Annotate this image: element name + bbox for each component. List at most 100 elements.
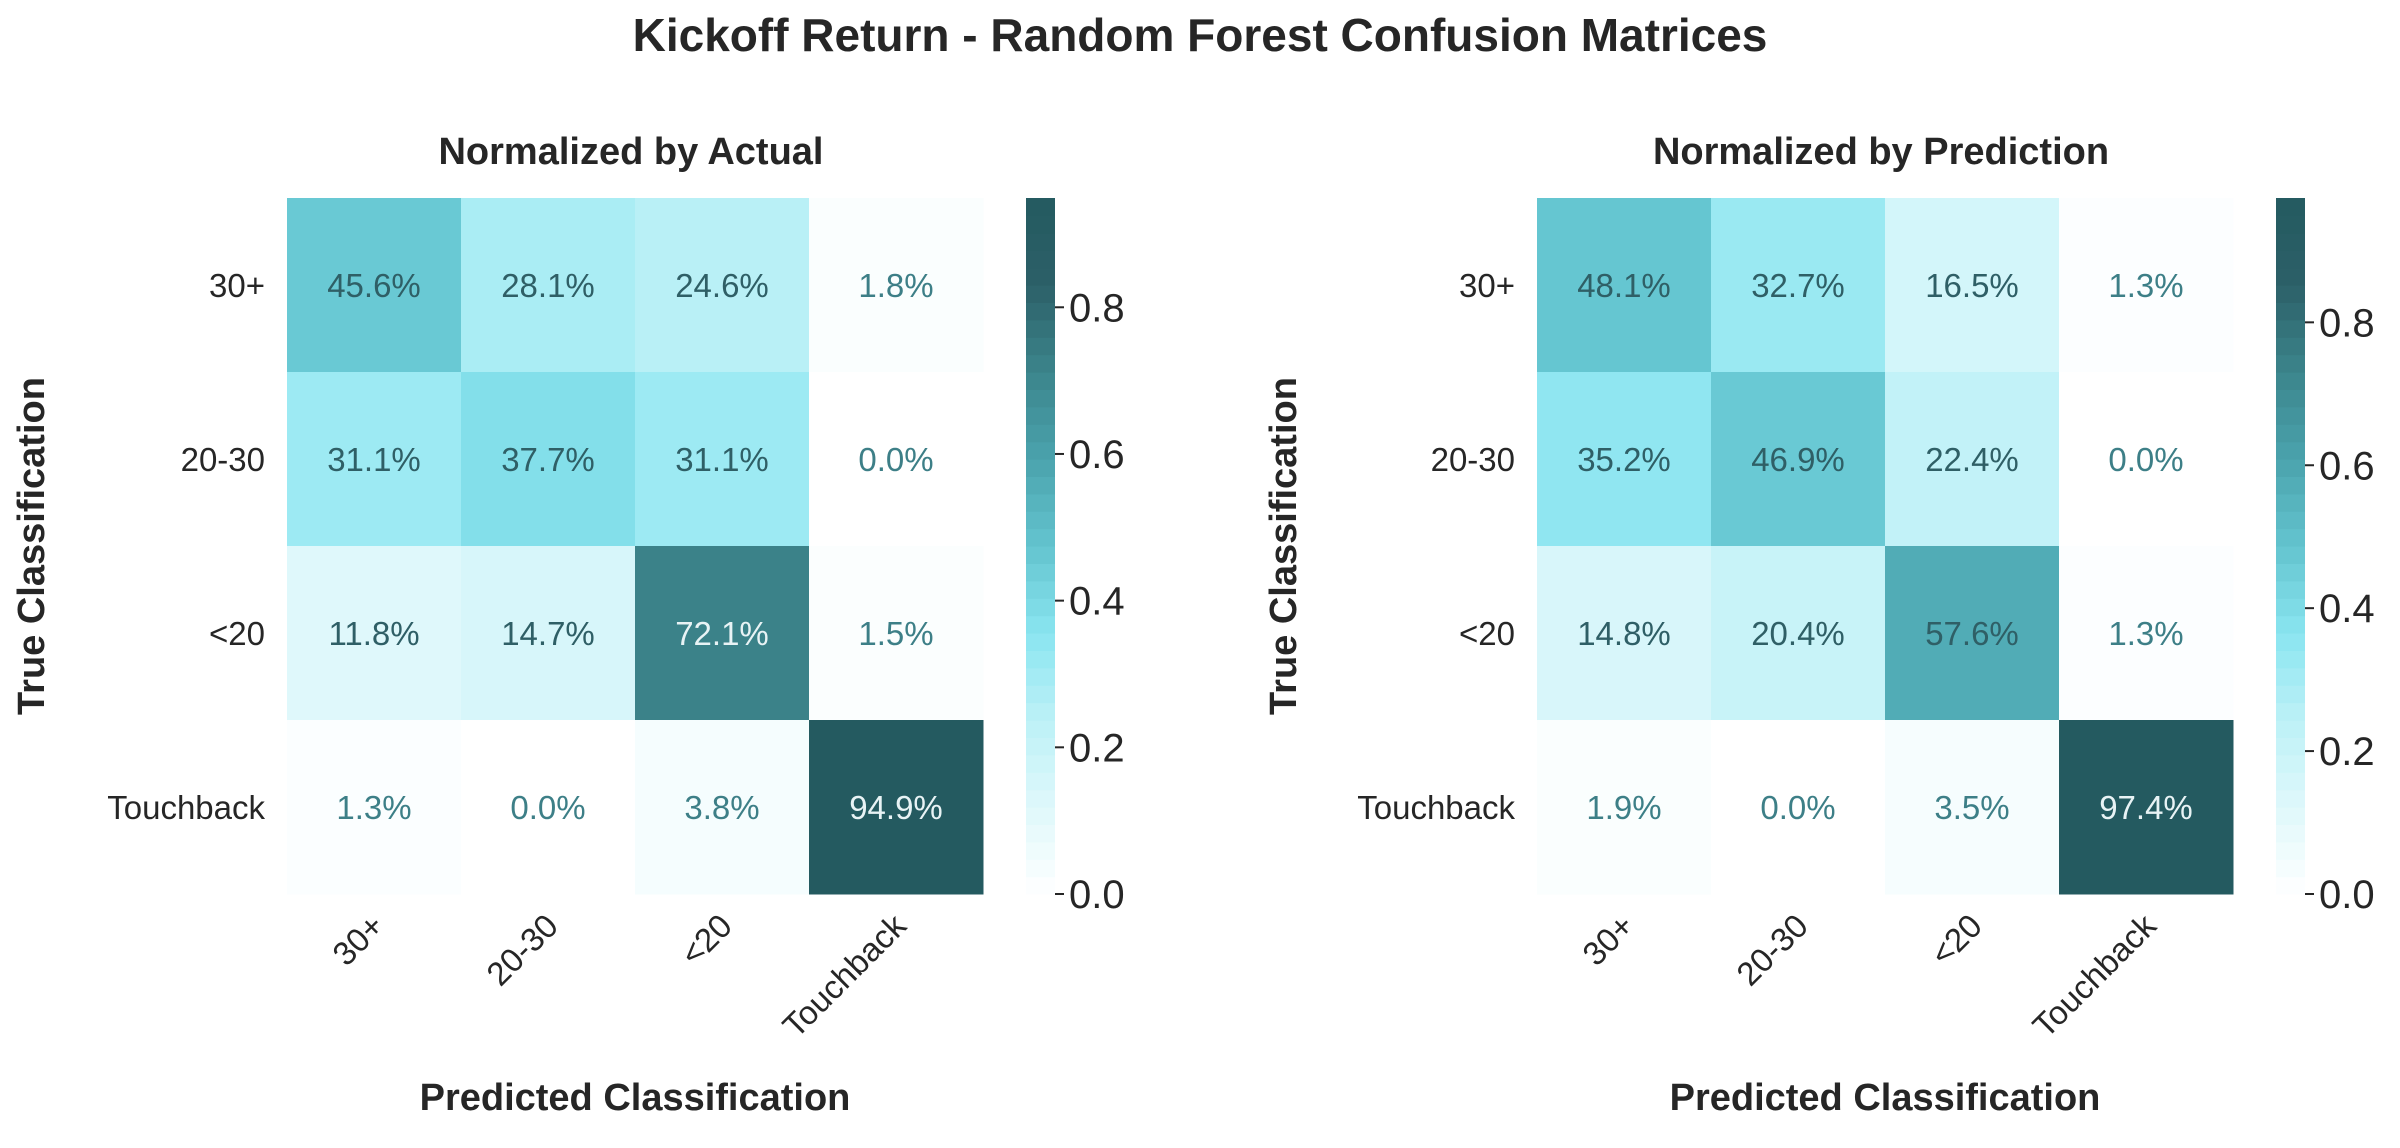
panel2-annotation-r2-c2: 57.6% [1925,615,2019,652]
panel2-ytick-label: 20-30 [1431,441,1515,478]
panel2-annotation-r2-c1: 20.4% [1751,615,1845,652]
panel1-cell-r2-c1 [461,546,636,721]
panel1-colorbar-segment [1026,459,1055,477]
panel1-cell-r2-c0 [287,546,462,721]
panel2-colorbar-segment [2276,424,2305,443]
panel2-colorbar-segment [2276,337,2305,356]
panel1-annotation-r1-c0: 31.1% [327,441,421,478]
panel1-colorbar-segment [1026,563,1055,582]
panel2-xtick-label: 30+ [1575,907,1641,973]
panel2-colorbar-segment [2276,633,2305,651]
panel2-annotation-r0-c3: 1.3% [2108,267,2183,304]
panel1-colorbar-segment [1026,250,1055,269]
panel1-annotation-r3-c2: 3.8% [684,789,759,826]
panel2-colorbar-segment [2276,459,2305,477]
panel2-colorbar-segment [2276,702,2305,721]
panel2-cell-r2-c3 [2059,546,2234,721]
panel1-colorbar-segment [1026,789,1055,808]
panel1-xlabel: Predicted Classification [420,1077,851,1119]
panel1-ylabel: True Classification [11,377,53,715]
panel2-cell-r3-c0 [1537,720,1712,895]
panel1-cell-r1-c2 [635,372,810,547]
panel1-colorbar-segment [1026,615,1055,634]
panel1-colorbar-segment [1026,493,1055,512]
panel1-title: Normalized by Actual [438,131,823,173]
panel1-annotation-r2-c3: 1.5% [858,615,933,652]
panel2-colorbar-tick-label: 0.0 [2319,873,2375,917]
panel1-cell-r3-c2 [635,720,810,895]
panel2-colorbar-tick-label: 0.8 [2319,301,2375,345]
panel1-colorbar-segment [1026,754,1055,773]
panel1-colorbar-segment [1026,354,1055,373]
panel1-colorbar-segment [1026,285,1055,303]
panel1-annotation-r1-c3: 0.0% [858,441,933,478]
panel2-cell-r0-c3 [2059,198,2234,373]
panel1-colorbar-segment [1026,650,1055,669]
panel1-cell-r3-c1 [461,720,636,895]
panel2-colorbar-segment [2276,720,2305,738]
panel1-xtick-label: 20-30 [479,907,565,993]
panel2-cell-r0-c2 [1885,198,2060,373]
panel1-colorbar-segment [1026,633,1055,651]
panel2-ytick-label: 30+ [1459,267,1515,304]
panel2-colorbar-segment [2276,650,2305,669]
panel2-colorbar-segment [2276,215,2305,234]
panel2-annotation-r2-c0: 14.8% [1577,615,1671,652]
panel2-colorbar-segment [2276,441,2305,460]
panel1-annotation-r3-c0: 1.3% [336,789,411,826]
panel2-colorbar-segment [2276,319,2305,338]
panel2-annotation-r3-c3: 97.4% [2099,789,2193,826]
panel1-colorbar-segment [1026,215,1055,234]
panel1-ytick-label: <20 [209,615,265,652]
panel2-cell-r2-c0 [1537,546,1712,721]
panel1-colorbar-segment [1026,267,1055,286]
panel2-colorbar-segment [2276,493,2305,512]
panel2-colorbar-segment [2276,406,2305,425]
panel2-colorbar-segment [2276,546,2305,564]
panel2-colorbar-segment [2276,598,2305,617]
panel1-colorbar-segment [1026,476,1055,495]
panel2-colorbar-segment [2276,667,2305,686]
panel2-cell-r3-c3 [2059,720,2234,895]
panel2-colorbar-segment [2276,824,2305,843]
panel2-annotation-r3-c2: 3.5% [1934,789,2009,826]
panel1-xtick-label: <20 [673,907,739,973]
panel1-colorbar-segment [1026,406,1055,425]
panel1-ytick-label: Touchback [107,789,265,826]
panel2-annotation-r1-c0: 35.2% [1577,441,1671,478]
panel2-colorbar-segment [2276,807,2305,825]
panel2-colorbar-segment [2276,232,2305,251]
panel2-xtick-label: <20 [1923,907,1989,973]
panel1-colorbar-segment [1026,441,1055,460]
panel2-cell-r2-c2 [1885,546,2060,721]
panel2-annotation-r1-c1: 46.9% [1751,441,1845,478]
panel2-colorbar-segment [2276,511,2305,530]
panel1-colorbar-segment [1026,232,1055,251]
panel1-annotation-r0-c2: 24.6% [675,267,769,304]
panel2-cell-r2-c1 [1711,546,1886,721]
panel2-cell-r1-c1 [1711,372,1886,547]
panel1-cell-r1-c1 [461,372,636,547]
panel2-colorbar-tick-label: 0.2 [2319,730,2375,774]
panel2-xtick-label: 20-30 [1729,907,1815,993]
panel1-colorbar-segment [1026,737,1055,756]
panel2-colorbar-segment [2276,267,2305,286]
panel2-xlabel: Predicted Classification [1670,1077,2101,1119]
panel1-colorbar-tick-label: 0.8 [1069,286,1125,330]
panel1-cell-r2-c3 [809,546,984,721]
panel1-cell-r0-c1 [461,198,636,373]
panel2-colorbar-segment [2276,302,2305,321]
panel1-annotation-r0-c1: 28.1% [501,267,595,304]
panel1-colorbar-segment [1026,720,1055,738]
panel2-annotation-r0-c2: 16.5% [1925,267,2019,304]
panel2-colorbar-segment [2276,285,2305,303]
panel2-cell-r1-c2 [1885,372,2060,547]
panel2-annotation-r2-c3: 1.3% [2108,615,2183,652]
panel1-colorbar-segment [1026,337,1055,356]
panel2-colorbar-segment [2276,789,2305,808]
panel2-colorbar-segment [2276,250,2305,269]
panel2-cell-r0-c0 [1537,198,1712,373]
panel1-colorbar-segment [1026,198,1055,216]
panel2-cell-r3-c2 [1885,720,2060,895]
